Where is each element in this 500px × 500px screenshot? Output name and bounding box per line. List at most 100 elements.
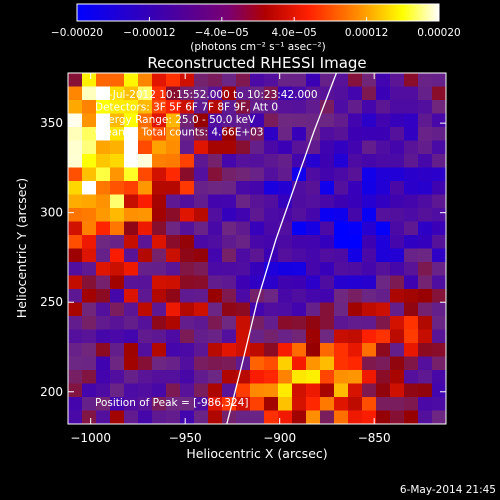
heatmap-cell	[208, 140, 223, 155]
heatmap-cell	[376, 221, 391, 236]
heatmap-cell	[334, 289, 349, 304]
heatmap-cell	[208, 316, 223, 331]
colorbar-tick-label: 0.00020	[417, 27, 460, 39]
heatmap-cell	[236, 397, 251, 412]
heatmap-cell	[334, 302, 349, 317]
heatmap-cell	[306, 356, 321, 371]
heatmap-cell	[194, 86, 209, 101]
heatmap-cell	[306, 370, 321, 385]
heatmap-cell	[82, 289, 97, 304]
heatmap-cell	[166, 356, 181, 371]
heatmap-cell	[166, 289, 181, 304]
heatmap-cell	[110, 302, 125, 317]
heatmap-cell	[390, 127, 405, 142]
heatmap-cell	[96, 275, 111, 290]
heatmap-cell	[278, 329, 293, 344]
heatmap-cell	[404, 73, 419, 88]
heatmap-cell	[404, 383, 419, 398]
heatmap-cell	[82, 100, 97, 115]
heatmap-cell	[306, 410, 321, 424]
heatmap-cell	[376, 262, 391, 277]
heatmap-cell	[432, 127, 446, 142]
heatmap-cell	[376, 275, 391, 290]
heatmap-cell	[96, 181, 111, 196]
heatmap-cell	[96, 100, 111, 115]
heatmap-cell	[390, 383, 405, 398]
heatmap-cell	[194, 275, 209, 290]
heatmap-cell	[68, 127, 83, 142]
heatmap-cell	[194, 194, 209, 209]
heatmap-cell	[362, 329, 377, 344]
heatmap-cell	[362, 73, 377, 88]
heatmap-cell	[208, 343, 223, 358]
heatmap-cell	[432, 329, 446, 344]
heatmap-cell	[110, 383, 125, 398]
heatmap-cell	[278, 140, 293, 155]
heatmap-cell	[110, 343, 125, 358]
heatmap-cell	[362, 289, 377, 304]
heatmap-cell	[138, 167, 153, 182]
heatmap-cell	[166, 343, 181, 358]
heatmap-cell	[306, 248, 321, 263]
heatmap-cell	[348, 397, 363, 412]
heatmap-cell	[432, 356, 446, 371]
heatmap-cell	[250, 221, 265, 236]
heatmap-cell	[138, 140, 153, 155]
heatmap-cell	[390, 275, 405, 290]
heatmap-cell	[278, 100, 293, 115]
heatmap-cell	[278, 316, 293, 331]
heatmap-cell	[110, 248, 125, 263]
heatmap-cell	[306, 343, 321, 358]
heatmap-cell	[320, 221, 335, 236]
heatmap-cell	[96, 248, 111, 263]
heatmap-cell	[236, 329, 251, 344]
heatmap-cell	[264, 221, 279, 236]
heatmap-cell	[180, 302, 195, 317]
heatmap-cell	[306, 397, 321, 412]
heatmap-cell	[166, 262, 181, 277]
heatmap-cell	[250, 275, 265, 290]
heatmap-cell	[180, 154, 195, 169]
heatmap-cell	[124, 248, 139, 263]
heatmap-cell	[82, 235, 97, 250]
heatmap-cell	[236, 73, 251, 88]
heatmap-cell	[418, 370, 433, 385]
heatmap-cell	[152, 127, 167, 142]
heatmap-cell	[306, 383, 321, 398]
heatmap-cell	[138, 316, 153, 331]
heatmap-cell	[320, 383, 335, 398]
heatmap-cell	[278, 370, 293, 385]
heatmap-cell	[432, 113, 446, 128]
heatmap-cell	[362, 100, 377, 115]
heatmap-cell	[264, 140, 279, 155]
heatmap-cell	[124, 410, 139, 424]
heatmap-cell	[208, 262, 223, 277]
heatmap-cell	[432, 343, 446, 358]
heatmap-cell	[180, 383, 195, 398]
heatmap-cell	[292, 410, 307, 424]
heatmap-cell	[194, 383, 209, 398]
heatmap-cell	[110, 127, 125, 142]
heatmap-cell	[376, 302, 391, 317]
heatmap-cell	[110, 275, 125, 290]
heatmap-cell	[320, 208, 335, 223]
heatmap-cell	[432, 383, 446, 398]
heatmap-cell	[264, 343, 279, 358]
heatmap-cell	[348, 235, 363, 250]
heatmap-cell	[236, 410, 251, 424]
heatmap-cell	[376, 397, 391, 412]
heatmap-cell	[194, 397, 209, 412]
heatmap-cell	[292, 343, 307, 358]
heatmap-cell	[208, 100, 223, 115]
heatmap-cell	[292, 262, 307, 277]
heatmap-cell	[68, 275, 83, 290]
heatmap-cell	[222, 289, 237, 304]
heatmap-cell	[236, 289, 251, 304]
heatmap-cell	[82, 383, 97, 398]
heatmap-cell	[166, 248, 181, 263]
heatmap-cell	[404, 100, 419, 115]
heatmap-cell	[390, 208, 405, 223]
heatmap-cell	[264, 275, 279, 290]
heatmap-cell	[194, 181, 209, 196]
heatmap-cell	[320, 329, 335, 344]
